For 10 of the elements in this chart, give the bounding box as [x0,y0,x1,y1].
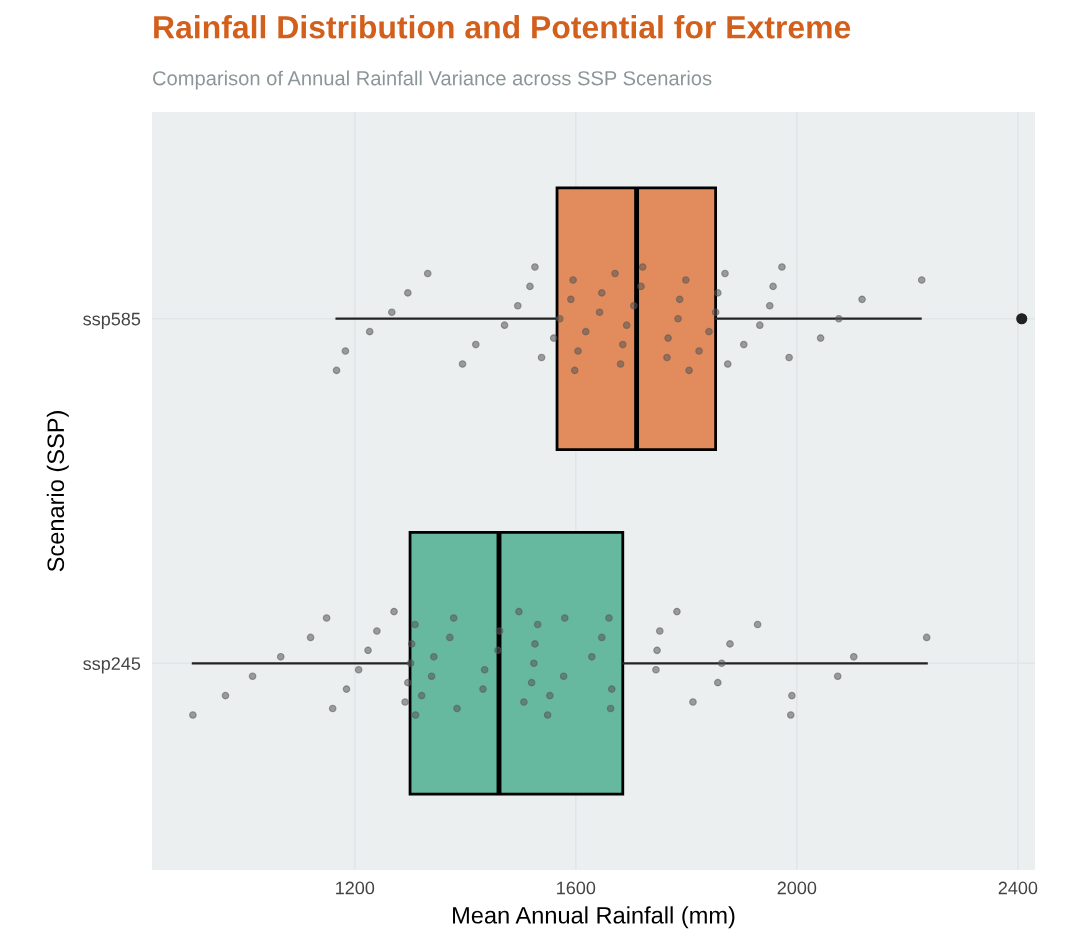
x-tick-label: 2000 [777,881,817,895]
x-axis-title: Mean Annual Rainfall (mm) [453,906,735,929]
chart-title: Rainfall Distribution and Potential for Extreme [154,15,851,39]
y-tick-label: ssp585 [83,312,141,330]
x-tick-label: 1600 [557,881,596,895]
x-tick-label: 1200 [336,881,375,895]
y-axis-title: Scenario (SSP) [46,411,69,572]
x-tick-label: 2400 [998,881,1038,895]
y-tick-label: ssp245 [83,657,141,674]
chart-subtitle: Comparison of Annual Rainfall Variance across SSP Scenarios [153,70,712,90]
